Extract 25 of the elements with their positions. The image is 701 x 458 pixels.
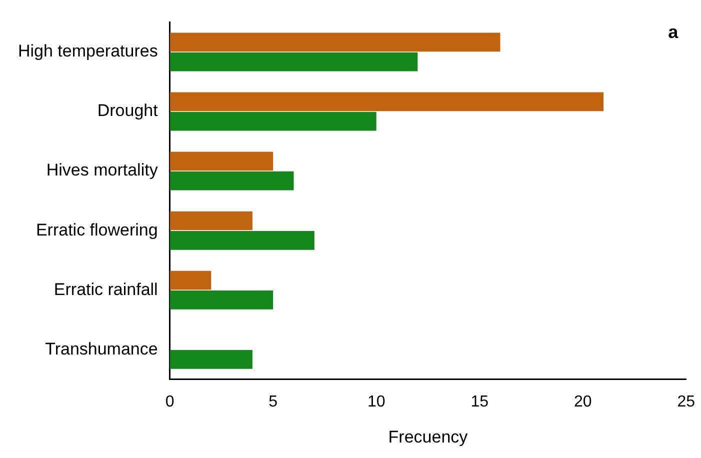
x-tick-label: 0 (165, 393, 174, 410)
bar (170, 52, 418, 72)
x-tick-label: 10 (367, 393, 386, 410)
x-tick-label: 25 (677, 393, 696, 410)
x-axis-title: Frecuency (388, 427, 468, 446)
bar (170, 92, 604, 112)
y-tick-label: Transhumance (45, 339, 158, 358)
x-tick-label: 15 (470, 393, 489, 410)
y-tick-label: Erratic flowering (36, 220, 158, 240)
bar (170, 270, 212, 290)
y-tick-label: Erratic rainfall (54, 280, 158, 299)
bar (170, 350, 252, 369)
bar (170, 211, 252, 230)
bar (170, 230, 314, 250)
bar (170, 152, 274, 171)
y-tick-label: Hives mortality (46, 160, 158, 180)
bar (170, 32, 500, 52)
annotation: a (668, 22, 680, 42)
y-tick-label: High temperatures (18, 42, 158, 61)
bar (170, 112, 376, 131)
y-tick-label: Drought (97, 101, 158, 120)
x-tick-label: 20 (574, 393, 592, 410)
bar (170, 290, 274, 310)
bar (170, 171, 294, 190)
x-tick-label: 5 (268, 393, 278, 410)
